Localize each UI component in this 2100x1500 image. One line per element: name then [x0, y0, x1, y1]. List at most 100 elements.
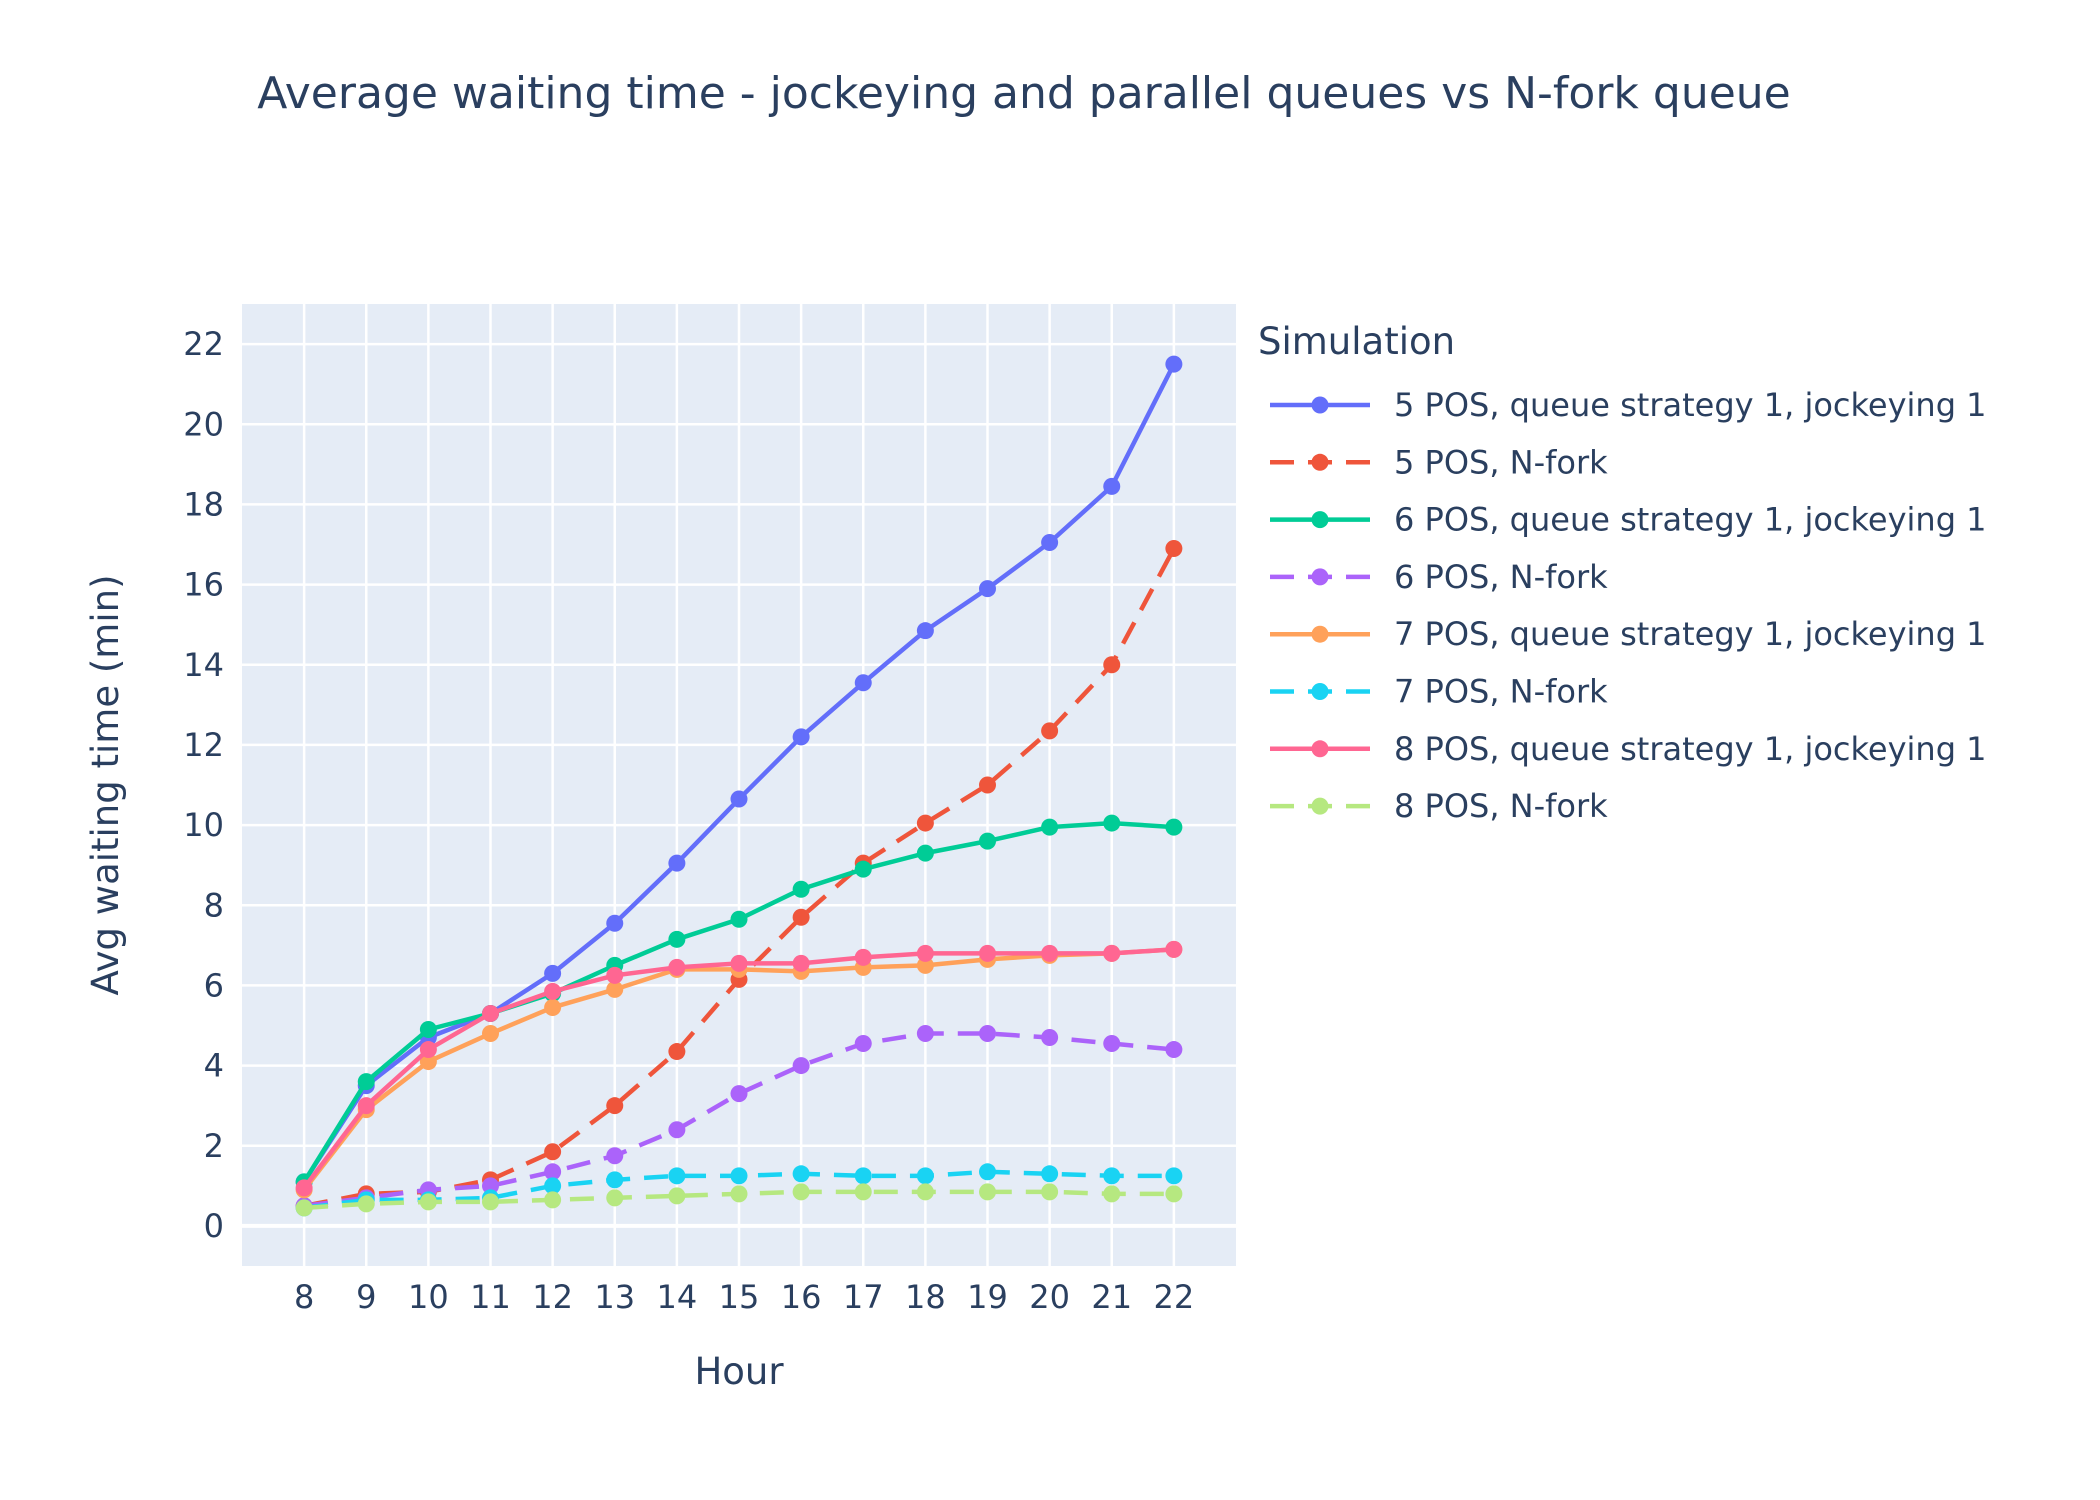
data-point	[1103, 944, 1121, 962]
data-point	[854, 948, 872, 966]
data-point	[668, 1043, 686, 1061]
x-tick-label: 20	[1029, 1278, 1070, 1316]
data-point	[606, 980, 624, 998]
x-axis-title: Hour	[694, 1350, 784, 1393]
data-point	[792, 1183, 810, 1201]
series-8	[295, 1183, 1183, 1217]
legend-item: 7 POS, queue strategy 1, jockeying 1	[1270, 615, 1987, 653]
data-point	[1103, 814, 1121, 832]
data-point	[357, 1073, 375, 1091]
data-point	[544, 1143, 562, 1161]
data-point	[979, 832, 996, 850]
legend-item: 5 POS, N-fork	[1270, 443, 1608, 481]
data-point	[979, 776, 996, 794]
series-1	[295, 355, 1183, 1191]
data-point	[606, 966, 624, 984]
data-point	[606, 1097, 624, 1115]
data-point	[730, 1185, 748, 1203]
data-point	[357, 1097, 375, 1115]
data-point	[730, 1167, 748, 1185]
data-point	[916, 1183, 934, 1201]
y-tick-label: 4	[204, 1047, 224, 1085]
data-point	[544, 1191, 562, 1209]
y-axis-title: Avg waiting time (min)	[84, 575, 127, 996]
data-point	[792, 880, 810, 898]
data-point	[419, 1193, 437, 1211]
data-point	[606, 1171, 624, 1189]
data-point	[668, 1187, 686, 1205]
y-tick-label: 20	[183, 405, 224, 443]
data-point	[544, 964, 562, 982]
data-point	[295, 1179, 313, 1197]
legend-item: 6 POS, N-fork	[1270, 558, 1608, 596]
data-point	[668, 930, 686, 948]
legend-swatch-marker	[1311, 740, 1329, 758]
data-point	[419, 1041, 437, 1059]
data-point	[1041, 1165, 1059, 1183]
legend-item: 6 POS, queue strategy 1, jockeying 1	[1270, 501, 1987, 539]
x-tick-label: 8	[294, 1278, 314, 1316]
data-point	[668, 1121, 686, 1139]
legend-label: 7 POS, N-fork	[1394, 673, 1608, 711]
data-point	[544, 998, 562, 1016]
data-point	[544, 1163, 562, 1181]
x-tick-label: 15	[719, 1278, 760, 1316]
legend-label: 5 POS, N-fork	[1394, 443, 1608, 481]
data-point	[668, 1167, 686, 1185]
legend-label: 8 POS, N-fork	[1394, 787, 1608, 825]
data-point	[482, 1193, 499, 1211]
data-point	[916, 1167, 934, 1185]
legend-swatch-marker	[1311, 683, 1329, 700]
y-tick-label: 0	[204, 1207, 224, 1245]
data-point	[916, 814, 934, 832]
data-point	[1165, 355, 1183, 373]
legend-item: 7 POS, N-fork	[1270, 673, 1608, 711]
chart-title: Average waiting time - jockeying and par…	[257, 68, 1791, 119]
data-point	[854, 860, 872, 878]
legend-item: 8 POS, N-fork	[1270, 787, 1608, 825]
data-point	[979, 1025, 996, 1043]
data-point	[792, 1057, 810, 1075]
x-tick-label: 13	[594, 1278, 635, 1316]
data-point	[979, 1163, 996, 1181]
y-tick-label: 18	[183, 485, 224, 523]
x-tick-label: 21	[1091, 1278, 1132, 1316]
y-tick-label: 12	[183, 726, 224, 764]
data-point	[730, 1085, 748, 1103]
data-point	[1103, 1167, 1121, 1185]
legend-title: Simulation	[1258, 320, 1455, 363]
data-point	[730, 910, 748, 928]
x-tick-label: 16	[781, 1278, 822, 1316]
data-point	[792, 954, 810, 972]
series-7	[295, 940, 1183, 1197]
data-point	[544, 982, 562, 1000]
data-point	[1165, 1167, 1183, 1185]
data-point	[482, 1025, 499, 1043]
data-point	[419, 1021, 437, 1039]
data-point	[916, 622, 934, 640]
data-point	[1041, 944, 1059, 962]
y-tick-label: 16	[183, 566, 224, 604]
data-point	[730, 954, 748, 972]
legend-label: 8 POS, queue strategy 1, jockeying 1	[1394, 730, 1987, 768]
x-tick-label: 18	[905, 1278, 946, 1316]
data-point	[1165, 1041, 1183, 1059]
y-tick-label: 14	[183, 646, 224, 684]
x-tick-label: 10	[408, 1278, 449, 1316]
y-tick-label: 8	[204, 886, 224, 924]
legend: Simulation 5 POS, queue strategy 1, jock…	[1258, 320, 1987, 825]
data-point	[854, 1035, 872, 1053]
data-point	[1041, 1183, 1059, 1201]
y-tick-label: 10	[183, 806, 224, 844]
data-point	[792, 728, 810, 746]
legend-swatch-marker	[1311, 453, 1329, 471]
data-point	[979, 580, 996, 598]
data-point	[482, 1177, 499, 1195]
data-point	[1103, 1035, 1121, 1053]
data-point	[606, 914, 624, 932]
x-tick-label: 9	[356, 1278, 376, 1316]
x-gridlines	[302, 304, 1176, 1266]
data-point	[979, 1183, 996, 1201]
series-layer	[295, 355, 1183, 1217]
